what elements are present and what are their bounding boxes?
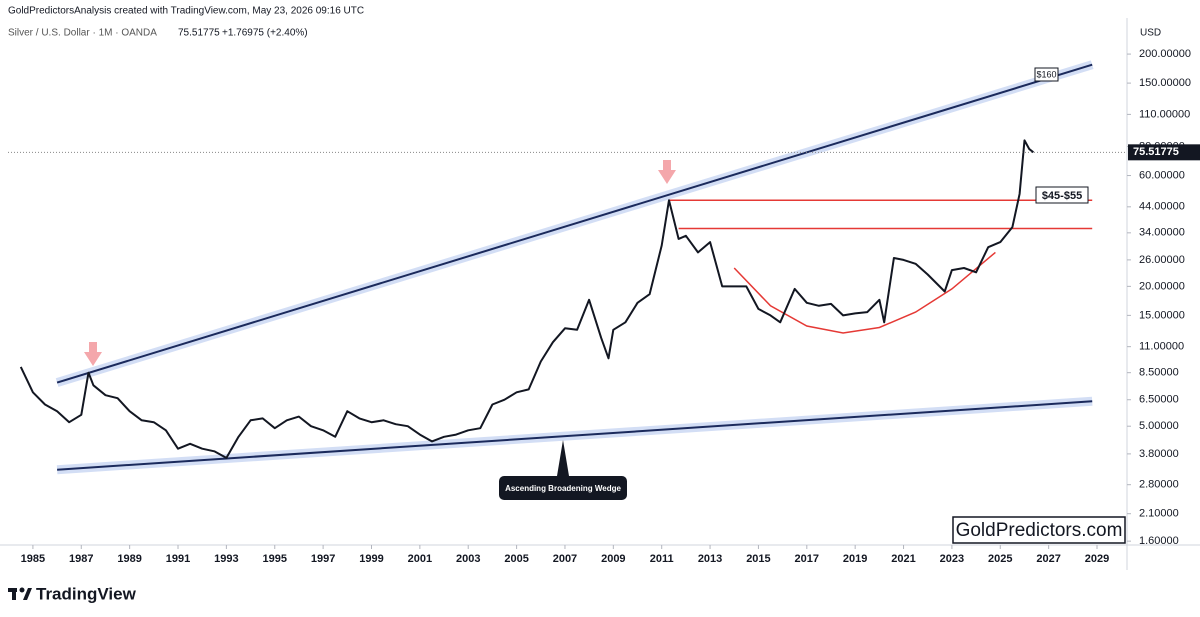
price-line [19,139,1035,459]
pointer [557,440,569,476]
y-tick-label: 1.60000 [1139,535,1179,547]
change: +1.76975 (+2.40%) [222,28,308,39]
y-tick-label: 5.00000 [1139,420,1179,432]
y-tick-label: 26.00000 [1139,254,1185,266]
x-tick-label: 2007 [553,553,577,565]
annotation: $45-$55 [1042,190,1082,202]
x-tick-label: 2003 [456,553,480,565]
currency: USD [1140,28,1161,39]
y-tick-label: 150.00000 [1139,77,1191,89]
chart-title: GoldPredictorsAnalysis created with Trad… [8,6,364,17]
last-price-box [1128,144,1200,161]
x-tick-label: 2023 [940,553,964,565]
y-tick-label: 20.00000 [1139,280,1185,292]
x-tick-label: 1995 [263,553,287,565]
annotation: Ascending Broadening Wedge [505,484,621,493]
x-tick-label: 2019 [843,553,867,565]
x-tick-label: 1993 [214,553,238,565]
symbol: Silver / U.S. Dollar · 1M · OANDA [8,28,157,39]
trendline [56,63,1093,384]
watermark-box [952,516,1126,544]
y-tick-label: 200.00000 [1139,48,1191,60]
y-tick-label: 44.00000 [1139,201,1185,213]
plot [8,60,1127,475]
x-tick-label: 1997 [311,553,335,565]
last-value: 75.51775 [178,28,220,39]
trendline [57,400,1093,471]
logo [8,587,32,600]
x-tick-label: 2009 [601,553,625,565]
trendline [733,251,996,334]
y-tick-label: 110.00000 [1139,108,1190,120]
y-tick-label: 3.80000 [1139,448,1179,460]
label-box [1034,67,1059,82]
x-tick-label: 2025 [988,553,1012,565]
x-tick-label: 2017 [795,553,819,565]
arrow [658,160,676,184]
brand: TradingView [36,584,137,603]
watermark: GoldPredictors.com [956,520,1123,541]
x-tick-label: 2011 [650,553,674,565]
x-tick-label: 1987 [69,553,93,565]
y-tick-label: 60.00000 [1139,169,1185,181]
arrow [84,342,102,366]
x-tick-label: 2027 [1036,553,1060,565]
y-tick-label: 6.50000 [1139,394,1179,406]
x-tick-label: 2013 [698,553,722,565]
x-tick-label: 1989 [117,553,141,565]
label-box [1035,186,1089,204]
x-tick-label: 2015 [746,553,770,565]
label-box [499,476,627,500]
y-tick-label: 2.80000 [1139,479,1179,491]
y-tick-label: 11.00000 [1139,341,1184,353]
x-tick-label: 2029 [1085,553,1109,565]
y-tick-label: 34.00000 [1139,227,1185,239]
x-tick-label: 1999 [359,553,383,565]
x-tick-label: 1985 [21,553,45,565]
x-tick-label: 2021 [891,553,915,565]
y-tick-label: 15.00000 [1139,309,1185,321]
x-tick-label: 1991 [166,553,190,565]
y-tick-label: 2.10000 [1139,508,1179,520]
last-price-label: 75.51775 [1133,146,1179,158]
x-tick-label: 2005 [504,553,528,565]
x-tick-label: 2001 [408,553,432,565]
y-tick-label: 8.50000 [1139,367,1179,379]
annotation: $160 [1036,69,1056,79]
